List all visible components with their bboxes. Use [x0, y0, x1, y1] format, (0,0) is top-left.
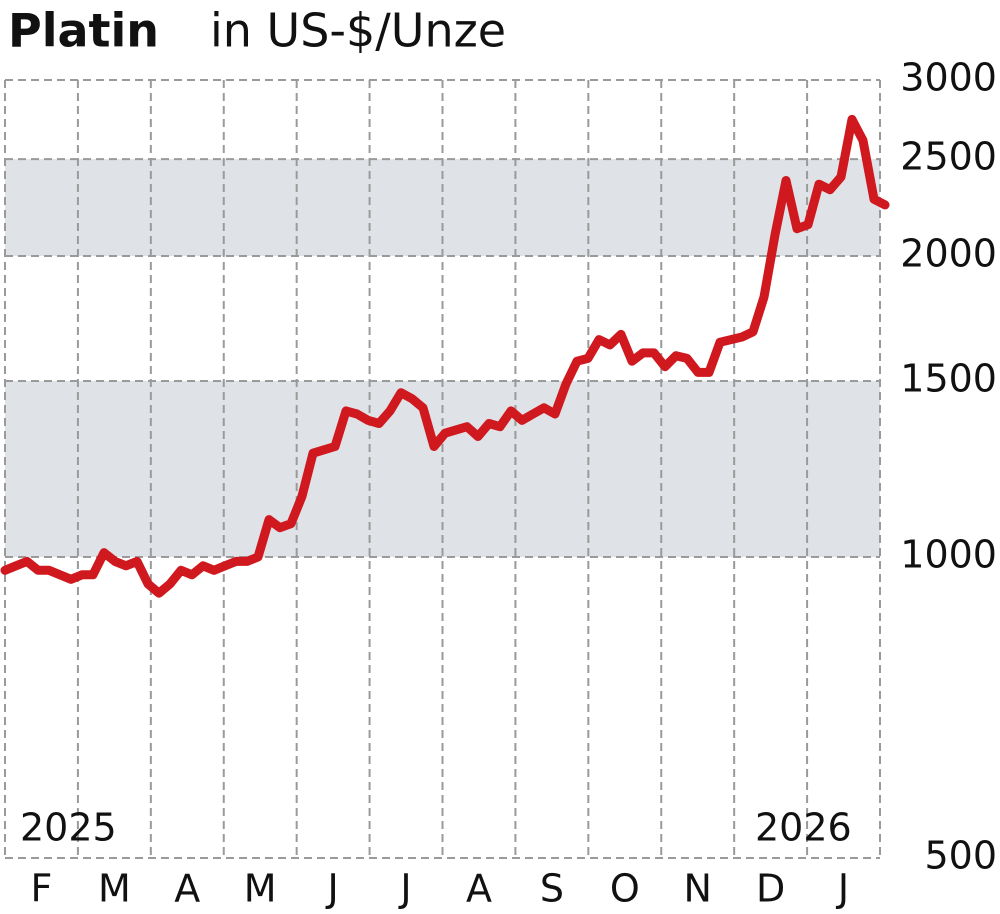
annotation: 2026 — [755, 806, 852, 850]
y-tick-label: 1500 — [900, 356, 997, 400]
y-tick-label: 2000 — [900, 232, 997, 276]
x-tick-label: J — [326, 867, 339, 911]
x-tick-label: M — [244, 867, 277, 911]
x-tick-label: J — [398, 867, 411, 911]
chart-title: Platin — [8, 4, 159, 58]
x-tick-label: S — [540, 867, 564, 911]
y-tick-label: 1000 — [900, 533, 997, 577]
x-tick-label: F — [31, 867, 53, 911]
chart-subtitle: in US-$/Unze — [210, 4, 506, 58]
x-tick-label: A — [466, 867, 492, 911]
y-tick-label: 2500 — [900, 135, 997, 179]
x-tick-label: A — [174, 867, 200, 911]
x-tick-label: D — [756, 867, 785, 911]
y-tick-label: 500 — [924, 834, 997, 878]
y-tick-label: 3000 — [900, 56, 997, 100]
line — [0, 114, 890, 598]
x-tick-label: M — [98, 867, 131, 911]
x-tick-label: J — [836, 867, 849, 911]
x-tick-label: O — [610, 867, 640, 911]
x-tick-label: N — [683, 867, 711, 911]
annotation: 2025 — [20, 806, 117, 850]
